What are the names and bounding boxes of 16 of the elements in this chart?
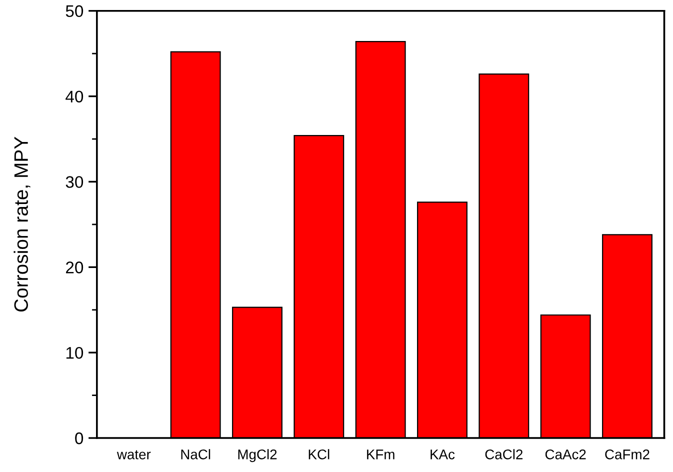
x-tick-label: water bbox=[116, 450, 151, 460]
x-tick-label: MgCl2 bbox=[238, 449, 277, 462]
y-tick-label: 50 bbox=[66, 5, 84, 18]
y-axis-title: Corrosion rate, MPY bbox=[14, 136, 30, 312]
x-tick-label: KFm bbox=[367, 450, 394, 460]
x-tick-label: KAc bbox=[430, 450, 455, 460]
x-tick-label: CaCl2 bbox=[485, 449, 523, 460]
y-tick-label: 30 bbox=[66, 176, 84, 188]
x-tick-label: CaFm2 bbox=[605, 449, 650, 460]
x-tick-label: NaCl bbox=[181, 449, 210, 460]
y-tick-label: 0 bbox=[75, 432, 84, 444]
y-tick-label: 10 bbox=[66, 346, 84, 359]
y-tick-label: 20 bbox=[66, 262, 84, 274]
x-tick-label: KCl bbox=[308, 449, 330, 460]
x-tick-label: CaAc2 bbox=[545, 449, 586, 460]
y-tick-label: 40 bbox=[66, 90, 84, 102]
